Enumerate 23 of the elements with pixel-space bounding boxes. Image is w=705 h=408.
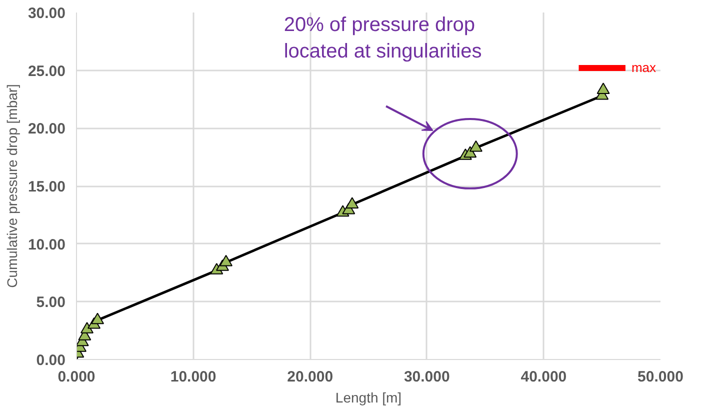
y-tick-label: 5.00 <box>36 294 66 312</box>
y-tick-label: 30.00 <box>28 5 66 22</box>
point <box>596 82 610 94</box>
point <box>346 197 359 208</box>
point <box>469 140 482 152</box>
x-tick-label: 10.000 <box>170 368 216 386</box>
y-axis-title: Cumulative pressure drop [mbar] <box>4 84 20 288</box>
x-tick-label: 40.000 <box>520 368 567 386</box>
x-tick-label: 20.000 <box>287 368 334 386</box>
point <box>91 312 104 324</box>
annotation: 20% of pressure drop located at singularities <box>284 14 482 63</box>
y-tick-label: 10.00 <box>28 236 66 254</box>
point <box>220 254 233 266</box>
series-label: max <box>631 60 657 76</box>
point <box>80 322 94 334</box>
x-tick-label: 50.000 <box>638 368 684 386</box>
y-tick-label: 25.00 <box>28 62 66 80</box>
x-tick-label: 0.000 <box>58 368 96 386</box>
y-tick-label: 15.00 <box>28 178 66 196</box>
x-tick-label: 30.000 <box>404 368 450 386</box>
y-tick-label: 0.00 <box>36 352 66 369</box>
y-tick-label: 20.00 <box>28 120 66 138</box>
x-axis-title: Length [m] <box>335 390 402 406</box>
